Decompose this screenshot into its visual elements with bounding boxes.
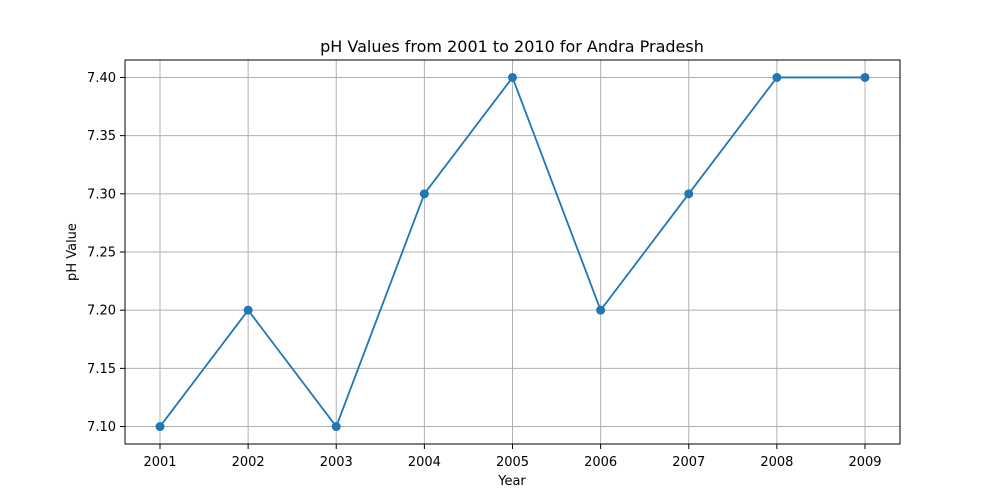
x-tick-label: 2005 bbox=[496, 455, 529, 470]
y-axis-label: pH Value bbox=[65, 223, 80, 281]
data-point bbox=[596, 305, 606, 315]
data-point bbox=[243, 305, 253, 315]
x-axis-label: Year bbox=[497, 474, 526, 489]
plot-frame bbox=[124, 59, 901, 445]
axis-ticks: 2001 2002 2003 2004 2005 2006 2007 2008 2009 7.10… bbox=[87, 71, 882, 470]
data-point bbox=[860, 72, 870, 82]
data-point bbox=[419, 189, 429, 199]
series-layer bbox=[155, 72, 870, 432]
y-tick-label: 7.20 bbox=[87, 304, 116, 319]
data-point bbox=[508, 72, 517, 82]
y-tick-label: 7.15 bbox=[87, 362, 116, 377]
y-tick-label: 7.10 bbox=[87, 420, 116, 435]
y-tick-label: 7.30 bbox=[87, 187, 116, 202]
x-tick-label: 2009 bbox=[848, 455, 881, 470]
data-point bbox=[155, 422, 165, 432]
x-tick-label: 2008 bbox=[760, 455, 793, 470]
x-tick-label: 2003 bbox=[320, 455, 353, 470]
x-tick-label: 2002 bbox=[232, 455, 265, 470]
data-point bbox=[331, 422, 341, 432]
y-tick-label: 7.40 bbox=[87, 71, 116, 86]
data-point bbox=[684, 189, 694, 199]
x-tick-label: 2001 bbox=[143, 455, 176, 470]
data-point bbox=[772, 72, 782, 82]
x-tick-label: 2007 bbox=[672, 455, 705, 470]
y-tick-label: 7.25 bbox=[87, 246, 116, 261]
x-tick-label: 2004 bbox=[408, 455, 441, 470]
y-tick-label: 7.35 bbox=[87, 129, 116, 144]
grid bbox=[125, 60, 900, 444]
chart-title: pH Values from 2001 to 2010 for Andra Pr… bbox=[320, 37, 704, 56]
x-tick-label: 2006 bbox=[584, 455, 617, 470]
